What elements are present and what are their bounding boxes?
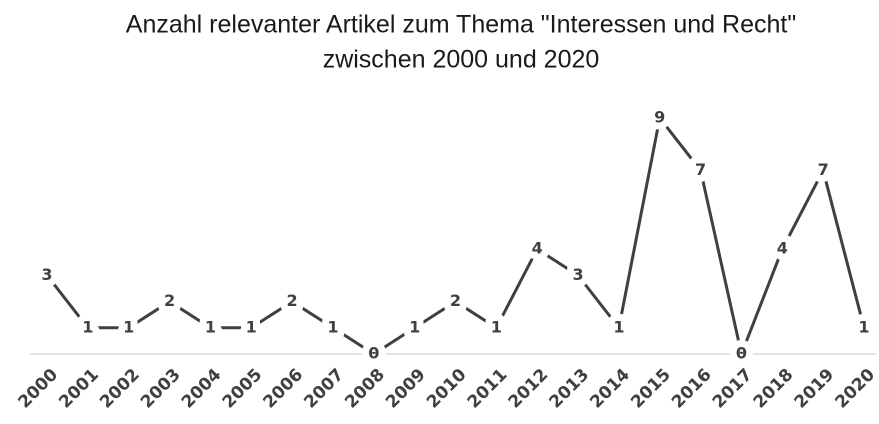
x-tick-label: 2014	[586, 365, 634, 413]
data-label: 1	[82, 317, 93, 336]
data-label: 1	[205, 317, 216, 336]
data-label: 7	[695, 160, 706, 179]
data-label: 3	[41, 265, 52, 284]
x-tick-label: 2001	[55, 365, 103, 413]
line	[45, 114, 866, 360]
data-label: 1	[409, 317, 420, 336]
data-label: 1	[491, 317, 502, 336]
data-label: 0	[368, 344, 379, 363]
data-label: 1	[858, 317, 869, 336]
chart-title: zwischen 2000 und 2020	[323, 46, 600, 74]
x-tick-label: 2009	[382, 365, 430, 413]
data-label: 1	[613, 317, 624, 336]
data-label: 4	[532, 239, 543, 258]
x-tick-label: 2003	[137, 365, 185, 413]
x-tick-label: 2004	[178, 365, 226, 413]
x-tick-label: 2011	[464, 365, 512, 413]
data-label: 0	[736, 344, 747, 363]
x-tick-label: 2016	[668, 365, 716, 413]
data-label: 1	[327, 317, 338, 336]
data-label: 2	[287, 291, 298, 310]
x-tick-label: 2000	[14, 365, 62, 413]
x-tick-label: 2019	[791, 365, 839, 413]
x-tick-label: 2018	[750, 365, 798, 413]
data-label: 7	[818, 160, 829, 179]
data-label: 1	[246, 317, 257, 336]
data-label: 9	[654, 108, 665, 127]
x-tick-label: 2015	[627, 365, 675, 413]
x-tick-label: 2002	[96, 365, 144, 413]
x-tick-label: 2008	[341, 365, 389, 413]
x-tick-label: 2020	[831, 365, 879, 413]
data-label: 2	[164, 291, 175, 310]
data-label: 1	[123, 317, 134, 336]
x-tick-label: 2006	[260, 365, 308, 413]
x-tick-label: 2017	[709, 365, 757, 413]
data-label: 4	[777, 239, 788, 258]
x-tick-label: 2005	[219, 365, 267, 413]
data-label: 3	[572, 265, 583, 284]
chart-title: Anzahl relevanter Artikel zum Thema "Int…	[126, 11, 796, 39]
x-tick-label: 2010	[423, 365, 471, 413]
x-tick-label: 2013	[546, 365, 594, 413]
x-tick-label: 2007	[300, 365, 348, 413]
data-label: 2	[450, 291, 461, 310]
x-tick-label: 2012	[505, 365, 553, 413]
